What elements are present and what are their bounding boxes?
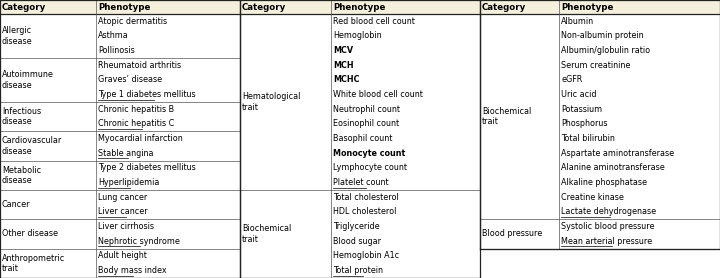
Text: Infectious
disease: Infectious disease xyxy=(2,107,41,126)
Text: Cancer: Cancer xyxy=(2,200,30,209)
Text: Albumin: Albumin xyxy=(561,17,594,26)
Text: Cardiovascular
disease: Cardiovascular disease xyxy=(2,136,62,156)
Text: Creatine kinase: Creatine kinase xyxy=(561,193,624,202)
Text: Biochemical
trait: Biochemical trait xyxy=(242,224,292,244)
Text: Body mass index: Body mass index xyxy=(98,266,166,275)
Text: Serum creatinine: Serum creatinine xyxy=(561,61,631,70)
Text: Blood pressure: Blood pressure xyxy=(482,230,542,239)
Text: Rheumatoid arthritis: Rheumatoid arthritis xyxy=(98,61,181,70)
Text: Category: Category xyxy=(482,3,526,11)
Text: White blood cell count: White blood cell count xyxy=(333,90,423,99)
Text: Potassium: Potassium xyxy=(561,105,603,114)
Text: Mean arterial pressure: Mean arterial pressure xyxy=(561,237,652,246)
Text: Monocyte count: Monocyte count xyxy=(333,149,405,158)
Text: Hematological
trait: Hematological trait xyxy=(242,92,300,112)
Text: Atopic dermatitis: Atopic dermatitis xyxy=(98,17,167,26)
Text: Anthropometric
trait: Anthropometric trait xyxy=(2,254,66,273)
Text: Liver cirrhosis: Liver cirrhosis xyxy=(98,222,154,231)
Bar xyxy=(0,0,240,14)
Text: Blood sugar: Blood sugar xyxy=(333,237,381,246)
Text: Phosphorus: Phosphorus xyxy=(561,120,608,128)
Text: Triglyceride: Triglyceride xyxy=(333,222,380,231)
Text: Aspartate aminotransferase: Aspartate aminotransferase xyxy=(561,149,675,158)
Text: MCH: MCH xyxy=(333,61,354,70)
Text: Adult height: Adult height xyxy=(98,252,147,260)
Text: Chronic hepatitis C: Chronic hepatitis C xyxy=(98,120,174,128)
Text: Asthma: Asthma xyxy=(98,31,129,41)
Text: Hemoglobin: Hemoglobin xyxy=(333,31,382,41)
Text: Systolic blood pressure: Systolic blood pressure xyxy=(561,222,654,231)
Text: Uric acid: Uric acid xyxy=(561,90,597,99)
Text: Chronic hepatitis B: Chronic hepatitis B xyxy=(98,105,174,114)
Text: Albumin/globulin ratio: Albumin/globulin ratio xyxy=(561,46,650,55)
Bar xyxy=(240,0,480,14)
Text: Platelet count: Platelet count xyxy=(333,178,389,187)
Text: MCHC: MCHC xyxy=(333,76,360,85)
Text: Alkaline phosphatase: Alkaline phosphatase xyxy=(561,178,647,187)
Text: Other disease: Other disease xyxy=(2,230,58,239)
Text: MCV: MCV xyxy=(333,46,354,55)
Text: Pollinosis: Pollinosis xyxy=(98,46,135,55)
Text: Non-albumin protein: Non-albumin protein xyxy=(561,31,644,41)
Text: Allergic
disease: Allergic disease xyxy=(2,26,32,46)
Text: Lung cancer: Lung cancer xyxy=(98,193,148,202)
Text: Neutrophil count: Neutrophil count xyxy=(333,105,400,114)
Text: Nephrotic syndrome: Nephrotic syndrome xyxy=(98,237,180,246)
Text: Myocardial infarction: Myocardial infarction xyxy=(98,134,183,143)
Text: Total cholesterol: Total cholesterol xyxy=(333,193,399,202)
Text: Autoimmune
disease: Autoimmune disease xyxy=(2,70,54,90)
Text: Metabolic
disease: Metabolic disease xyxy=(2,166,41,185)
Text: Phenotype: Phenotype xyxy=(561,3,613,11)
Text: Lymphocyte count: Lymphocyte count xyxy=(333,163,408,173)
Text: HDL cholesterol: HDL cholesterol xyxy=(333,207,397,217)
Text: Basophil count: Basophil count xyxy=(333,134,392,143)
Text: eGFR: eGFR xyxy=(561,76,582,85)
Text: Phenotype: Phenotype xyxy=(333,3,386,11)
Text: Phenotype: Phenotype xyxy=(98,3,150,11)
Text: Category: Category xyxy=(2,3,46,11)
Text: Red blood cell count: Red blood cell count xyxy=(333,17,415,26)
Bar xyxy=(480,0,720,14)
Text: Alanine aminotransferase: Alanine aminotransferase xyxy=(561,163,665,173)
Text: Total bilirubin: Total bilirubin xyxy=(561,134,615,143)
Text: Liver cancer: Liver cancer xyxy=(98,207,148,217)
Text: Category: Category xyxy=(242,3,287,11)
Text: Hyperlipidemia: Hyperlipidemia xyxy=(98,178,159,187)
Text: Hemoglobin A1c: Hemoglobin A1c xyxy=(333,252,400,260)
Text: Type 1 diabetes mellitus: Type 1 diabetes mellitus xyxy=(98,90,196,99)
Text: Graves’ disease: Graves’ disease xyxy=(98,76,162,85)
Text: Lactate dehydrogenase: Lactate dehydrogenase xyxy=(561,207,657,217)
Text: Total protein: Total protein xyxy=(333,266,383,275)
Text: Eosinophil count: Eosinophil count xyxy=(333,120,400,128)
Text: Biochemical
trait: Biochemical trait xyxy=(482,107,531,126)
Text: Stable angina: Stable angina xyxy=(98,149,153,158)
Text: Type 2 diabetes mellitus: Type 2 diabetes mellitus xyxy=(98,163,196,173)
